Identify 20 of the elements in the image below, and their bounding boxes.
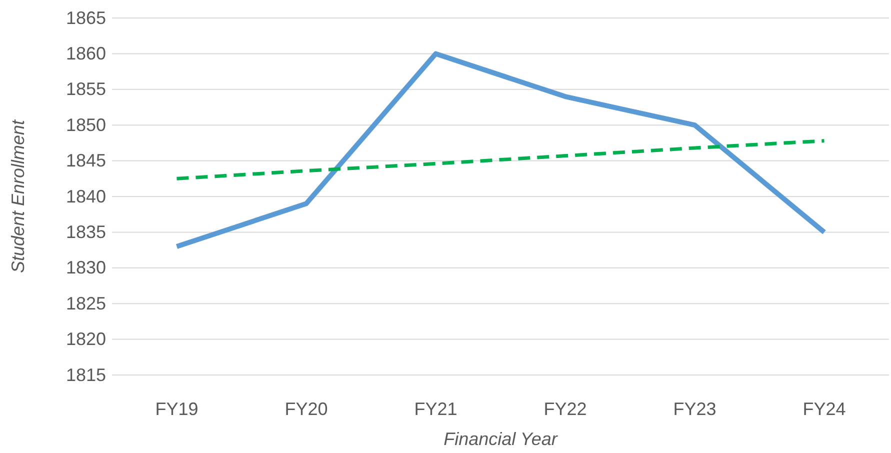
x-tick-label: FY23 xyxy=(673,398,716,419)
y-tick-label: 1840 xyxy=(66,186,106,206)
x-axis-title: Financial Year xyxy=(444,429,558,449)
y-tick-label: 1855 xyxy=(66,79,106,100)
y-tick-label: 1845 xyxy=(66,150,106,171)
y-tick-label: 1850 xyxy=(66,114,106,135)
y-tick-label: 1860 xyxy=(66,43,106,64)
y-tick-label: 1835 xyxy=(66,222,106,242)
line-series xyxy=(175,139,826,180)
x-tick-label: FY20 xyxy=(284,398,328,419)
x-tick-label: FY19 xyxy=(155,398,198,419)
x-tick-label: FY22 xyxy=(544,398,587,419)
y-axis-title: Student Enrollment xyxy=(8,118,28,274)
y-tick-label: 1815 xyxy=(66,364,106,385)
y-tick-label: 1830 xyxy=(66,258,106,278)
x-tick-label: FY21 xyxy=(414,398,458,419)
y-tick-label: 1820 xyxy=(66,329,106,350)
x-tick-label: FY24 xyxy=(802,398,846,419)
y-tick-label: 1825 xyxy=(66,293,106,314)
y-tick-label: 1865 xyxy=(66,8,106,28)
